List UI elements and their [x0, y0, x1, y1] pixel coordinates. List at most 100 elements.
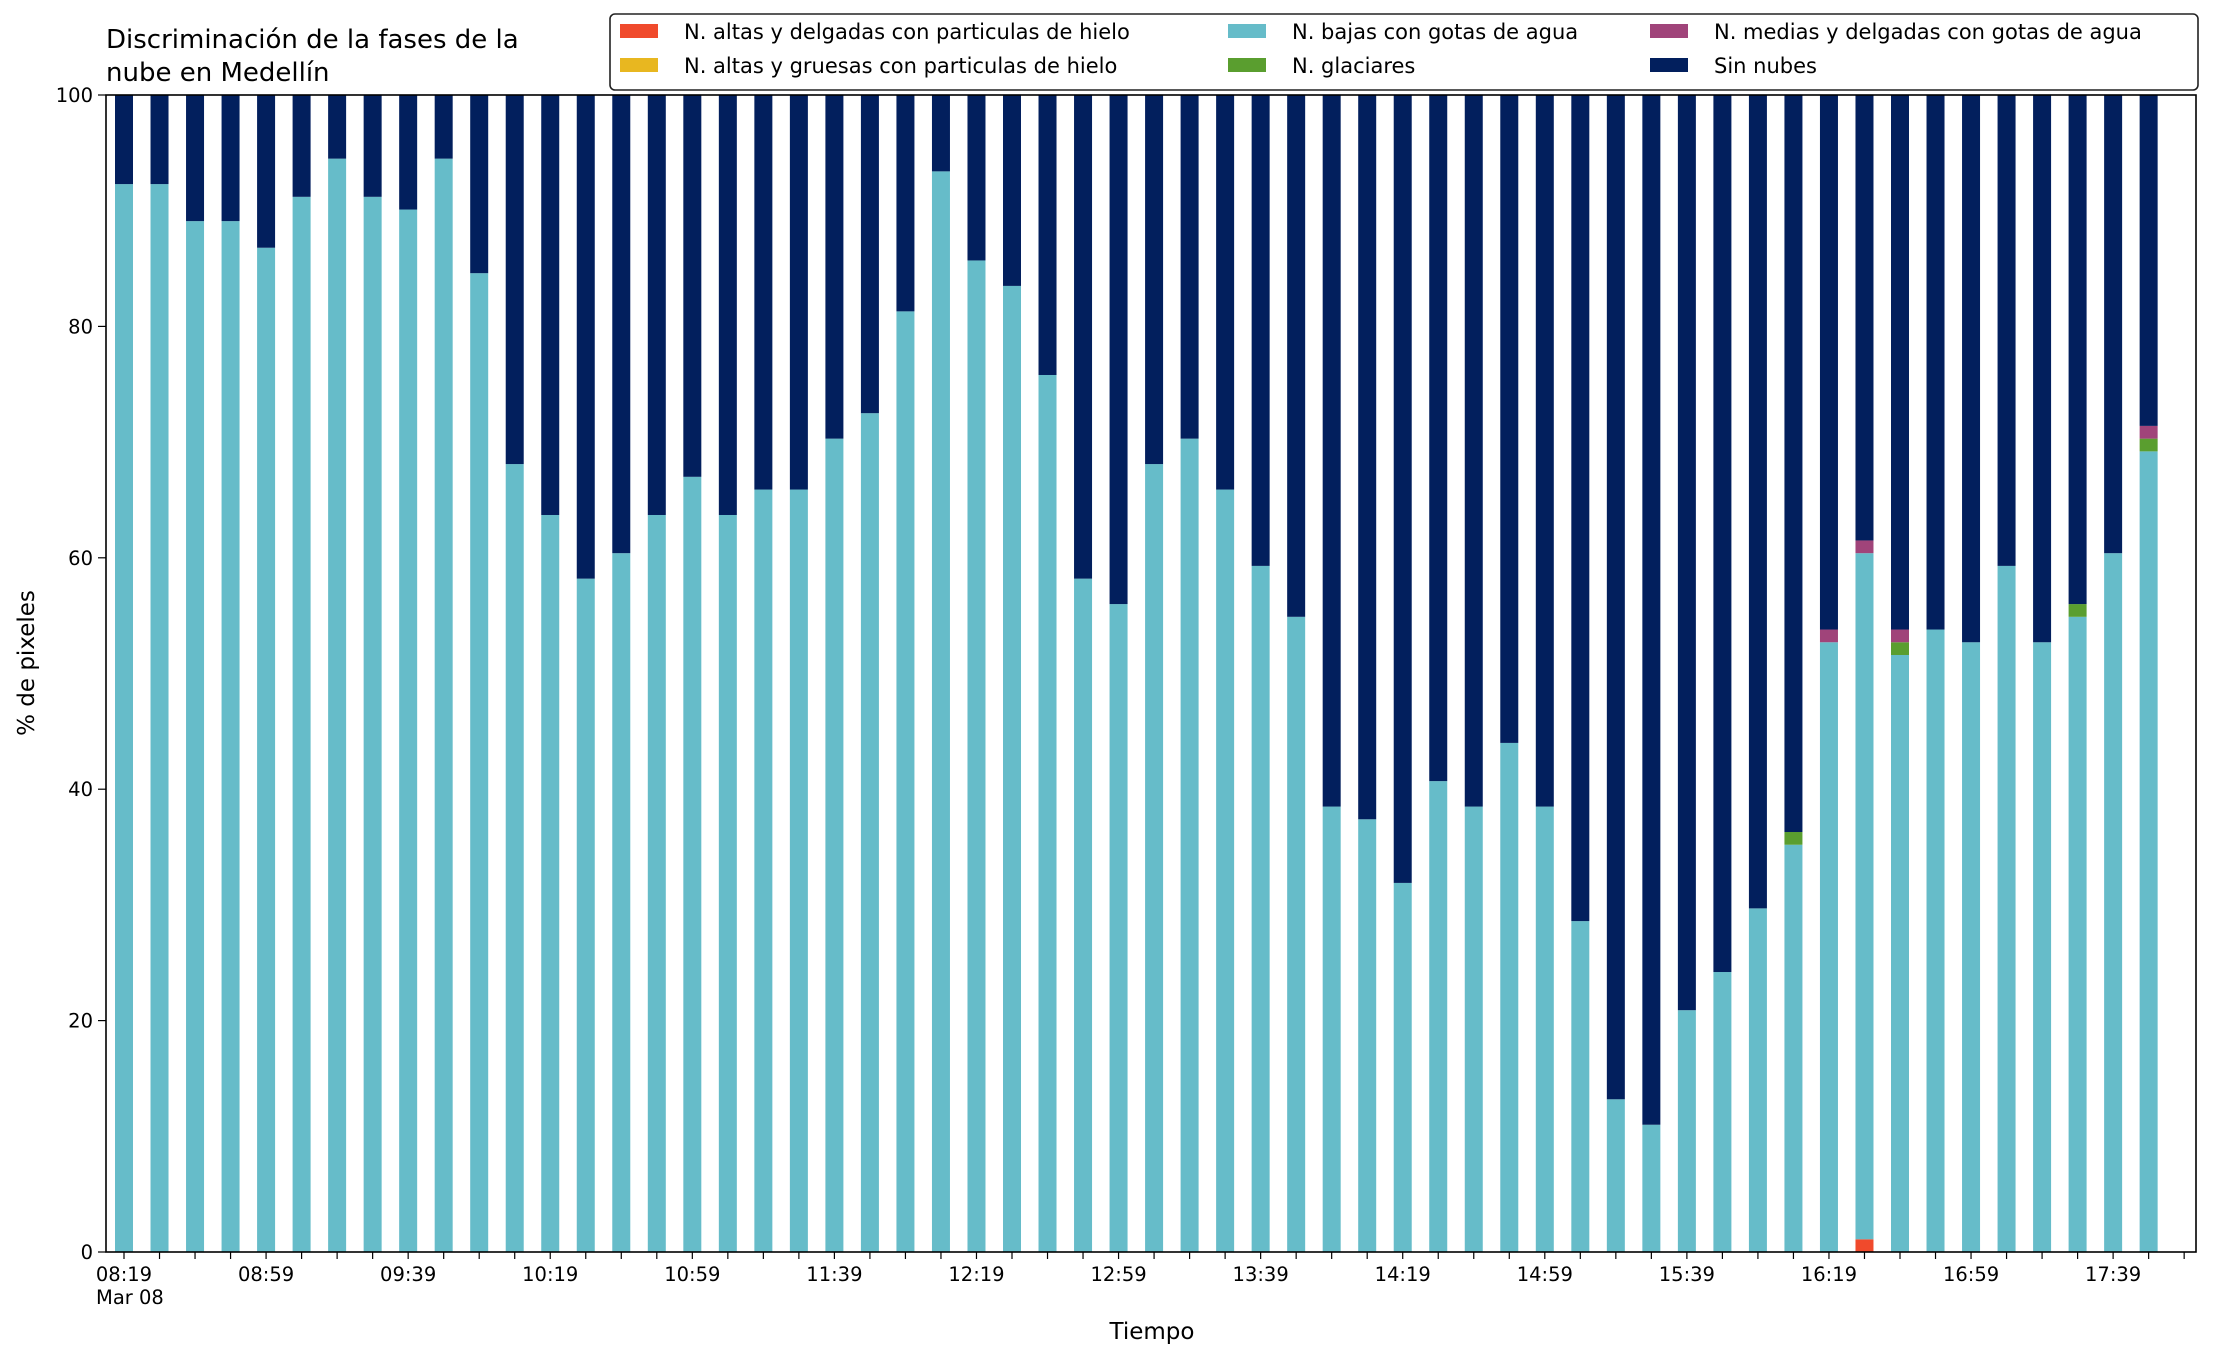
- bar-segment-2-18: [754, 489, 773, 1252]
- bar-segment-2-26: [1038, 374, 1057, 1252]
- bar-segment-5-15: [647, 95, 666, 515]
- bar-segment-3-57: [2139, 438, 2158, 452]
- bar-segment-0-49: [1855, 1239, 1874, 1252]
- bar-segment-2-56: [2104, 553, 2123, 1252]
- x-tick-label: 17:39: [2085, 1263, 2141, 1286]
- bar-segment-2-25: [1003, 285, 1021, 1252]
- bar-segment-5-42: [1606, 95, 1625, 1100]
- bar-segment-5-22: [896, 95, 915, 312]
- bar-segment-2-46: [1748, 908, 1767, 1252]
- bar-segment-5-10: [470, 95, 489, 274]
- y-tick-label: 40: [68, 778, 93, 801]
- bar-segment-2-38: [1464, 806, 1483, 1252]
- y-tick-label: 20: [68, 1010, 93, 1033]
- bar-segment-2-52: [1962, 642, 1981, 1252]
- bar-segment-2-45: [1713, 972, 1732, 1252]
- bar-segment-3-50: [1891, 642, 1909, 655]
- bar-segment-5-24: [967, 95, 986, 261]
- bar-segment-2-21: [860, 413, 879, 1252]
- legend-swatch: [620, 24, 658, 38]
- bar-segment-2-33: [1287, 616, 1306, 1252]
- bar-segment-2-27: [1074, 578, 1093, 1252]
- bar-segment-5-44: [1677, 95, 1696, 1011]
- bar-segment-2-41: [1571, 921, 1590, 1252]
- bar-segment-2-28: [1109, 604, 1128, 1252]
- bar-segment-5-52: [1962, 95, 1981, 643]
- bar-segment-2-22: [896, 311, 915, 1252]
- bar-segment-5-7: [363, 95, 382, 197]
- y-axis-label: % de pixeles: [14, 590, 40, 736]
- bar-segment-2-10: [470, 273, 489, 1252]
- bar-segment-5-53: [1997, 95, 2016, 566]
- bar-segment-2-34: [1322, 806, 1341, 1252]
- x-tick-label: 12:19: [948, 1263, 1004, 1286]
- bar-segment-2-0: [115, 184, 133, 1253]
- bar-segment-5-26: [1038, 95, 1057, 375]
- bar-segment-5-27: [1074, 95, 1093, 579]
- y-tick-label: 80: [68, 315, 93, 338]
- bar-segment-2-2: [186, 221, 205, 1253]
- bar-segment-5-55: [2068, 95, 2087, 605]
- bar-segment-5-11: [505, 95, 524, 465]
- legend-swatch: [1228, 58, 1266, 72]
- x-tick-label: 09:39: [380, 1263, 436, 1286]
- bar-segment-2-35: [1358, 819, 1377, 1252]
- x-tick-label: 11:39: [806, 1263, 862, 1286]
- legend-swatch: [1650, 58, 1688, 72]
- plot-frame: [105, 94, 2197, 1253]
- bar-segment-2-14: [612, 553, 631, 1252]
- bar-segment-2-40: [1535, 806, 1554, 1252]
- bar-segment-3-55: [2068, 604, 2087, 617]
- x-tick-label: 12:59: [1090, 1263, 1146, 1286]
- bar-segment-2-37: [1429, 781, 1448, 1252]
- bar-segment-2-30: [1180, 438, 1199, 1252]
- bar-segment-2-53: [1997, 565, 2016, 1252]
- bar-segment-5-18: [754, 95, 773, 490]
- bar-segment-5-47: [1784, 95, 1803, 833]
- bar-segment-5-1: [150, 95, 169, 185]
- bar-segment-2-49: [1855, 553, 1874, 1240]
- bar-segment-2-42: [1606, 1099, 1625, 1252]
- legend-label: N. altas y gruesas con particulas de hie…: [684, 54, 1117, 78]
- bar-segment-5-50: [1891, 95, 1909, 630]
- bar-segment-5-3: [221, 95, 240, 222]
- bar-segment-5-0: [115, 95, 133, 185]
- bar-segment-5-37: [1429, 95, 1448, 782]
- bar-segment-2-24: [967, 260, 986, 1252]
- bar-segment-4-49: [1855, 540, 1874, 554]
- bar-segment-5-4: [257, 95, 276, 248]
- bar-segment-5-20: [825, 95, 844, 439]
- bar-segment-2-50: [1891, 654, 1909, 1252]
- x-tick-sublabel: Mar 08: [96, 1286, 164, 1309]
- chart-title-line-1: Discriminación de la fases de la: [106, 25, 519, 55]
- bar-segment-5-48: [1819, 95, 1838, 630]
- bar-segment-5-32: [1251, 95, 1270, 566]
- x-tick-label: 08:59: [238, 1263, 294, 1286]
- bar-segment-2-13: [576, 578, 595, 1252]
- bar-segment-2-23: [931, 171, 950, 1253]
- legend-box: [609, 13, 2199, 91]
- legend-label: N. glaciares: [1292, 54, 1415, 78]
- legend-swatch: [620, 58, 658, 72]
- bar-segment-5-25: [1003, 95, 1021, 286]
- x-tick-label: 13:39: [1233, 1263, 1289, 1286]
- bar-segment-5-2: [186, 95, 205, 222]
- bar-segment-5-36: [1393, 95, 1412, 883]
- bar-segment-5-57: [2139, 95, 2158, 426]
- bar-segment-5-17: [718, 95, 737, 515]
- bar-segment-5-49: [1855, 95, 1874, 541]
- bar-segment-5-46: [1748, 95, 1767, 909]
- bar-segment-2-57: [2139, 451, 2158, 1252]
- x-tick-label: 08:19: [96, 1263, 152, 1286]
- bar-segment-2-1: [150, 184, 169, 1253]
- bar-segment-5-54: [2033, 95, 2052, 643]
- bar-segment-2-43: [1642, 1124, 1661, 1252]
- bar-segment-2-54: [2033, 642, 2052, 1252]
- bar-segment-5-23: [931, 95, 950, 172]
- bar-segment-2-16: [683, 476, 702, 1252]
- bar-segment-2-29: [1145, 464, 1164, 1253]
- y-tick-label: 100: [56, 84, 93, 107]
- x-tick-label: 14:59: [1517, 1263, 1573, 1286]
- legend-label: N. bajas con gotas de agua: [1292, 20, 1578, 44]
